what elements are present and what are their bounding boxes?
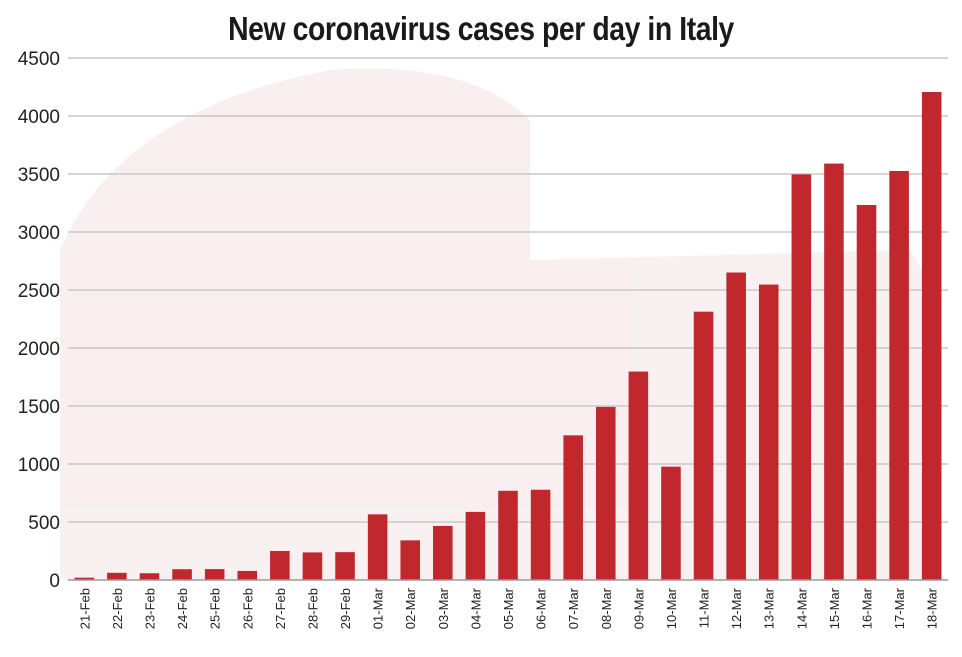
- x-tick-label: 28-Feb: [305, 588, 320, 629]
- y-tick-label: 2000: [18, 339, 60, 360]
- bar-27-Feb: [270, 551, 290, 580]
- x-tick-label: 04-Mar: [468, 587, 483, 629]
- bar-15-Mar: [824, 163, 844, 580]
- bar-13-Mar: [758, 284, 779, 580]
- bar-28-Feb: [302, 552, 323, 580]
- x-tick-label: 15-Mar: [827, 587, 842, 629]
- colosseum-watermark: [60, 68, 940, 581]
- y-tick-label: 500: [28, 513, 60, 534]
- x-tick-label: 01-Mar: [371, 587, 386, 629]
- x-tick-label: 11-Mar: [697, 587, 712, 628]
- y-axis: 0 500 1000 1500 2000 2500 3000 3500 4000 4500: [18, 49, 60, 592]
- bars: [74, 91, 942, 581]
- x-tick-label: 18-Mar: [925, 587, 940, 629]
- bar-04-Mar: [465, 511, 486, 580]
- x-tick-label: 08-Mar: [599, 587, 614, 629]
- x-tick-label: 22-Feb: [110, 588, 125, 629]
- x-tick-label: 03-Mar: [436, 587, 451, 629]
- bar-29-Feb: [335, 552, 355, 580]
- x-tick-label: 14-Mar: [794, 587, 809, 629]
- bar-10-Mar: [661, 466, 681, 580]
- bar-09-Mar: [628, 371, 649, 580]
- x-tick-label: 26-Feb: [240, 588, 255, 629]
- bar-01-Mar: [367, 514, 388, 580]
- y-tick-label: 4000: [18, 107, 60, 128]
- x-tick-label: 25-Feb: [208, 588, 223, 629]
- x-tick-label: 24-Feb: [175, 588, 190, 629]
- bar-03-Mar: [433, 525, 453, 580]
- bar-11-Mar: [693, 311, 714, 580]
- x-tick-label: 07-Mar: [566, 587, 581, 629]
- bar-24-Feb: [172, 569, 192, 580]
- x-tick-label: 10-Mar: [664, 587, 679, 629]
- bar-16-Mar: [856, 204, 877, 581]
- y-tick-label: 3500: [18, 165, 60, 186]
- chart-title: New coronavirus cases per day in Italy: [228, 10, 734, 47]
- x-tick-label: 13-Mar: [762, 587, 777, 629]
- x-tick-label: 09-Mar: [631, 587, 646, 629]
- y-tick-label: 4500: [18, 49, 60, 70]
- bar-22-Feb: [107, 572, 127, 580]
- y-tick-label: 2500: [18, 281, 60, 302]
- x-tick-label: 21-Feb: [77, 588, 92, 629]
- bar-18-Mar: [921, 91, 942, 580]
- x-tick-label: 05-Mar: [501, 587, 516, 629]
- bar-05-Mar: [498, 490, 518, 580]
- bar-08-Mar: [596, 406, 616, 580]
- bar-26-Feb: [237, 570, 258, 580]
- bar-14-Mar: [791, 174, 812, 580]
- y-tick-label: 1500: [18, 397, 60, 418]
- x-tick-label: 06-Mar: [534, 587, 549, 629]
- bar-25-Feb: [204, 569, 225, 580]
- bar-23-Feb: [139, 573, 160, 580]
- x-tick-label: 16-Mar: [860, 587, 875, 629]
- y-tick-label: 1000: [18, 455, 60, 476]
- bar-21-Feb: [74, 577, 95, 580]
- y-tick-label: 0: [49, 571, 60, 592]
- x-tick-label: 02-Mar: [403, 587, 418, 629]
- x-tick-label: 17-Mar: [892, 587, 907, 629]
- x-tick-label: 23-Feb: [142, 588, 157, 629]
- bar-06-Mar: [530, 489, 551, 580]
- x-tick-label: 27-Feb: [273, 588, 288, 629]
- bar-07-Mar: [563, 435, 583, 580]
- x-tick-label: 29-Feb: [338, 588, 353, 629]
- x-tick-label: 12-Mar: [729, 587, 744, 629]
- x-axis: 21-Feb 22-Feb 23-Feb 24-Feb 25-Feb 26-Feb 27-F…: [77, 587, 939, 629]
- bar-17-Mar: [889, 170, 909, 580]
- bar-12-Mar: [726, 272, 746, 580]
- bar-02-Mar: [400, 540, 420, 580]
- y-tick-label: 3000: [18, 223, 60, 244]
